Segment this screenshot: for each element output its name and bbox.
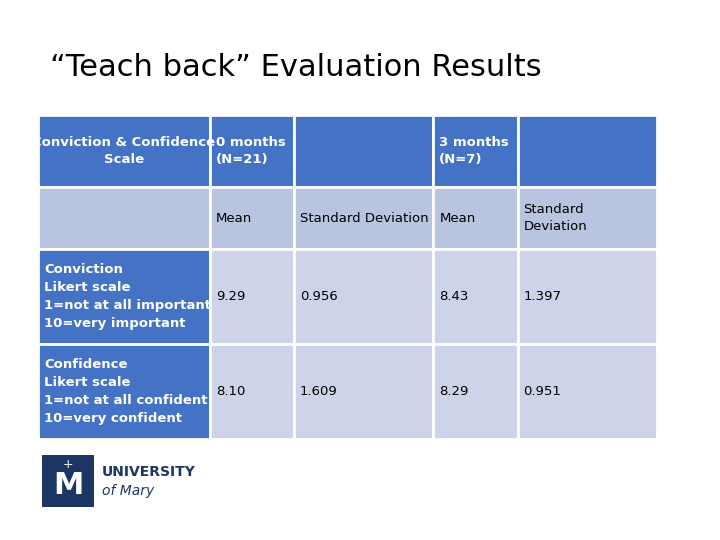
Text: 0 months
(N=21): 0 months (N=21) — [216, 136, 285, 166]
Text: Mean: Mean — [439, 212, 475, 225]
Bar — [210, 115, 294, 187]
Bar — [433, 115, 518, 187]
Text: Confidence
Likert scale
1=not at all confident
10=very confident: Confidence Likert scale 1=not at all con… — [44, 358, 207, 425]
Bar — [210, 344, 294, 439]
Bar — [294, 249, 433, 344]
Text: Conviction & Confidence
Scale: Conviction & Confidence Scale — [32, 136, 215, 166]
Text: M: M — [53, 470, 84, 500]
Text: 8.29: 8.29 — [439, 385, 469, 398]
Text: UNIVERSITY: UNIVERSITY — [102, 464, 196, 478]
Bar — [42, 455, 94, 507]
Text: Standard
Deviation: Standard Deviation — [523, 203, 588, 233]
Text: 0.956: 0.956 — [300, 290, 338, 303]
Bar — [294, 115, 433, 187]
Bar — [38, 344, 210, 439]
Text: Mean: Mean — [216, 212, 252, 225]
Bar — [518, 187, 657, 249]
Text: +: + — [63, 457, 73, 470]
Bar — [38, 249, 210, 344]
Text: Standard Deviation: Standard Deviation — [300, 212, 428, 225]
Text: 9.29: 9.29 — [216, 290, 245, 303]
Bar — [210, 187, 294, 249]
Bar — [433, 344, 518, 439]
Text: 8.10: 8.10 — [216, 385, 245, 398]
Text: 0.951: 0.951 — [523, 385, 562, 398]
Bar — [210, 249, 294, 344]
Bar — [433, 187, 518, 249]
Bar — [38, 187, 210, 249]
Text: 3 months
(N=7): 3 months (N=7) — [439, 136, 509, 166]
Text: 8.43: 8.43 — [439, 290, 469, 303]
Bar — [518, 344, 657, 439]
Bar — [518, 249, 657, 344]
Bar — [433, 249, 518, 344]
Bar — [294, 187, 433, 249]
Bar — [38, 115, 210, 187]
Text: of Mary: of Mary — [102, 484, 154, 498]
Bar — [294, 344, 433, 439]
Text: 1.609: 1.609 — [300, 385, 338, 398]
Text: “Teach back” Evaluation Results: “Teach back” Evaluation Results — [50, 53, 541, 83]
Text: 1.397: 1.397 — [523, 290, 562, 303]
Bar — [518, 115, 657, 187]
Text: Conviction
Likert scale
1=not at all important
10=very important: Conviction Likert scale 1=not at all imp… — [44, 263, 211, 330]
